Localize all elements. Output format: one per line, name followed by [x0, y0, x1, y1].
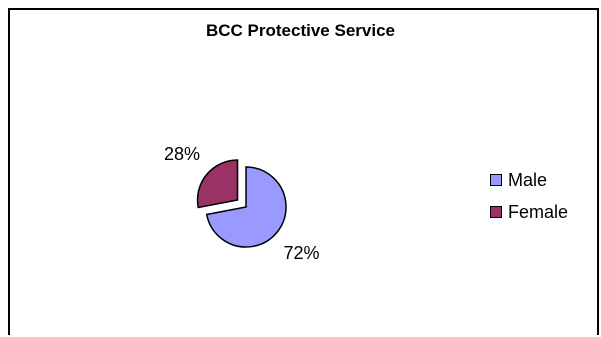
pie-slice-male	[205, 166, 287, 248]
legend-swatch-female	[490, 206, 502, 218]
chart-legend: Male Female	[490, 170, 568, 234]
legend-label-male: Male	[508, 169, 548, 190]
chart-title: BCC Protective Service	[206, 21, 395, 40]
legend-item-male: Male	[490, 170, 568, 190]
pie-slice-female	[196, 159, 239, 209]
data-label-male: 72%	[283, 243, 319, 263]
legend-label-female: Female	[508, 201, 569, 222]
legend-item-female: Female	[490, 202, 568, 222]
chart-frame	[8, 8, 599, 335]
data-label-female: 28%	[164, 144, 200, 164]
legend-swatch-male	[490, 174, 502, 186]
